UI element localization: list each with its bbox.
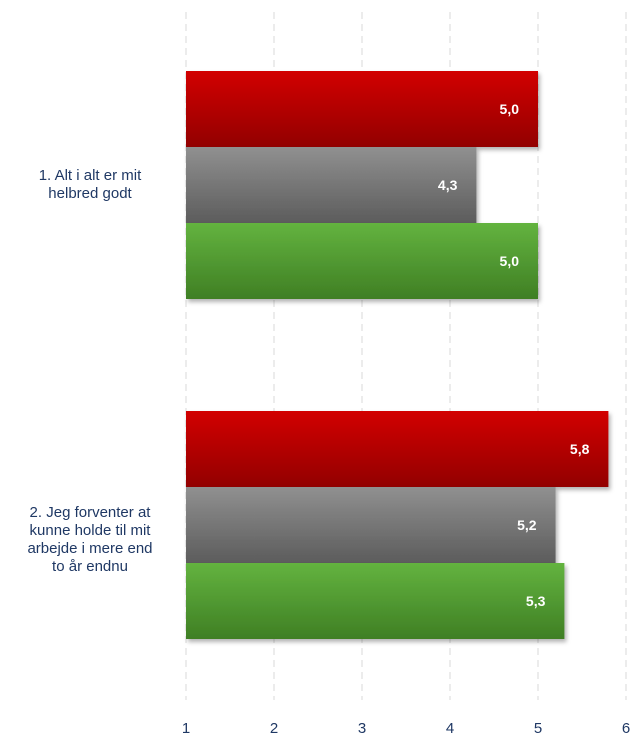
x-tick-label-3: 3 — [358, 720, 366, 735]
bar-2-series-1 — [186, 411, 609, 487]
data-label-1-series-1: 5,0 — [500, 101, 520, 117]
category-label-2-line-4: to år endnu — [52, 558, 128, 575]
x-tick-label-5: 5 — [534, 720, 542, 735]
bar-2-series-3 — [186, 563, 565, 639]
bar-1-series-2 — [186, 147, 477, 223]
category-label-2-line-2: kunne holde til mit — [29, 522, 151, 539]
data-label-1-series-3: 5,0 — [500, 253, 520, 269]
category-label-2: 2. Jeg forventer at kunne holde til mit ar… — [6, 504, 174, 576]
category-label-1: 1. Alt i alt er mit helbred godt — [6, 167, 174, 203]
bar-1-series-3 — [186, 223, 538, 299]
category-label-1-line-1: 1. Alt i alt er mit — [38, 167, 142, 184]
data-label-2-series-3: 5,3 — [526, 593, 546, 609]
x-tick-label-6: 6 — [622, 720, 630, 735]
data-label-2-series-1: 5,8 — [570, 441, 590, 457]
category-label-2-line-3: arbejde i mere end — [27, 540, 153, 557]
bar-1-series-1 — [186, 71, 538, 147]
x-tick-label-2: 2 — [270, 720, 278, 735]
category-label-1-line-2: helbred godt — [48, 185, 132, 202]
data-label-1-series-2: 4,3 — [438, 177, 458, 193]
category-label-2-line-1: 2. Jeg forventer at — [29, 504, 151, 521]
x-tick-label-4: 4 — [446, 720, 454, 735]
x-tick-label-1: 1 — [182, 720, 190, 735]
bar-2-series-2 — [186, 487, 556, 563]
data-label-2-series-2: 5,2 — [517, 517, 537, 533]
